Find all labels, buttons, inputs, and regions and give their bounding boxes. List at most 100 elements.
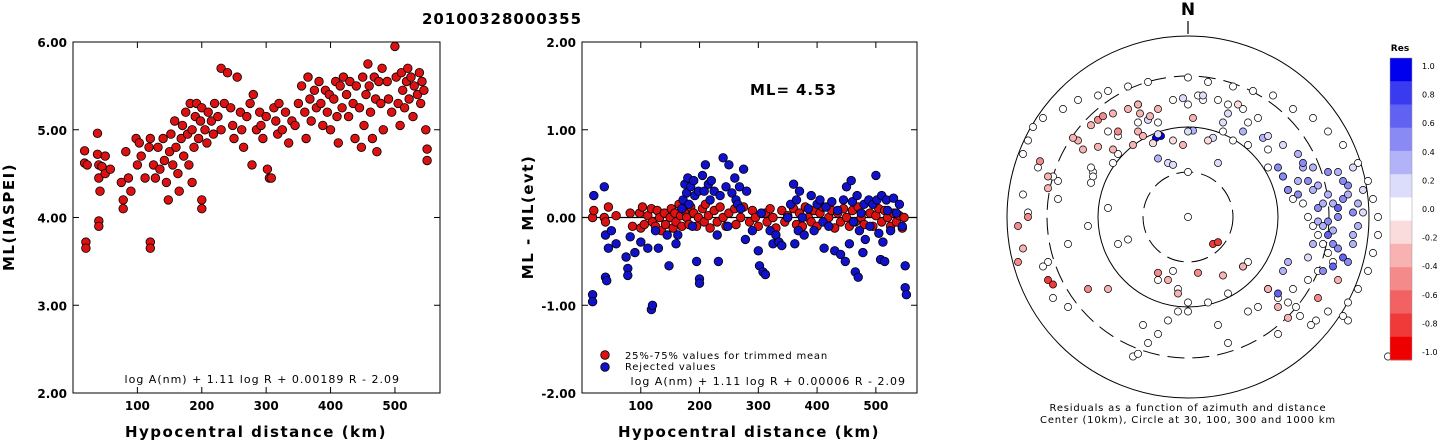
- colorbar-cell: [1390, 58, 1412, 82]
- station-point: [1254, 114, 1262, 122]
- y-tick-label: 3.00: [37, 299, 67, 313]
- data-point: [900, 261, 910, 271]
- data-point: [364, 81, 374, 91]
- station-point: [1279, 141, 1287, 149]
- x-tick-label: 100: [125, 399, 150, 413]
- station-point: [1329, 199, 1337, 208]
- x-axis-label: Hypocentral distance (km): [125, 423, 387, 441]
- y-axis-label: ML(IASPEI): [0, 163, 18, 271]
- data-point: [395, 120, 405, 131]
- data-point: [95, 186, 105, 196]
- x-tick-label: 500: [382, 399, 407, 413]
- station-point: [1344, 181, 1352, 190]
- data-point: [121, 146, 131, 157]
- data-point: [741, 186, 752, 196]
- station-point: [1024, 213, 1032, 221]
- colorbar-tick-label: -0.2: [1422, 234, 1437, 243]
- data-point: [689, 175, 699, 186]
- data-point: [700, 160, 711, 170]
- station-point: [1324, 307, 1332, 316]
- data-point: [322, 107, 333, 117]
- data-point: [105, 164, 116, 174]
- data-point: [747, 225, 758, 236]
- legend-label-trimmed: 25%-75% values for trimmed mean: [625, 351, 828, 362]
- data-point: [852, 190, 862, 201]
- station-point: [1169, 160, 1177, 169]
- station-point: [1224, 109, 1232, 118]
- station-point: [1224, 100, 1232, 109]
- colorbar-frame: [1389, 57, 1413, 361]
- data-point: [262, 164, 273, 174]
- data-point: [660, 219, 671, 230]
- data-point: [809, 225, 819, 236]
- colorbar-tick-label: 0.6: [1422, 119, 1435, 128]
- scatter-points: [587, 153, 912, 315]
- colorbar-tick-label: -1.0: [1422, 348, 1437, 357]
- colorbar-cell: [1390, 104, 1412, 129]
- station-point: [1264, 132, 1272, 140]
- data-point: [806, 190, 816, 201]
- data-point: [419, 85, 429, 96]
- station-point: [1214, 321, 1222, 329]
- station-point: [1344, 298, 1352, 307]
- data-point: [611, 239, 621, 249]
- data-point: [403, 63, 413, 74]
- data-point: [399, 103, 410, 113]
- station-point: [1146, 112, 1154, 121]
- station-point: [1064, 303, 1072, 311]
- data-point: [92, 149, 103, 160]
- data-point: [398, 85, 408, 96]
- data-point: [835, 249, 846, 260]
- data-point: [599, 182, 610, 192]
- data-point: [803, 203, 814, 214]
- station-point: [1154, 105, 1162, 113]
- station-point: [1044, 258, 1052, 266]
- station-point: [1314, 181, 1322, 190]
- station-point: [1354, 222, 1362, 230]
- station-point: [1309, 114, 1317, 122]
- data-point: [768, 212, 778, 223]
- data-point: [123, 173, 134, 183]
- data-point: [627, 221, 638, 232]
- event-id-title: 20100328000355: [422, 10, 582, 28]
- station-point: [1204, 136, 1212, 145]
- data-point: [348, 98, 358, 109]
- y-tick-label: 0.00: [546, 212, 576, 226]
- station-point: [1314, 231, 1322, 239]
- station-point: [1329, 240, 1337, 248]
- data-point: [662, 230, 672, 240]
- station-point: [1136, 109, 1144, 118]
- data-point: [266, 173, 277, 183]
- data-point: [734, 182, 745, 192]
- data-point: [844, 239, 855, 249]
- data-point: [197, 195, 207, 205]
- station-point: [1314, 294, 1322, 302]
- station-point: [1324, 190, 1332, 199]
- data-point: [174, 186, 184, 196]
- data-point: [422, 155, 432, 166]
- station-point: [1289, 195, 1297, 203]
- station-point: [1094, 91, 1102, 100]
- data-point: [178, 151, 189, 161]
- data-point: [256, 120, 266, 131]
- station-point: [1349, 163, 1357, 172]
- station-point: [1334, 276, 1342, 284]
- ml-annotation-label: ML=: [750, 81, 790, 99]
- data-point: [891, 208, 902, 218]
- data-point: [203, 107, 213, 117]
- station-point: [1179, 94, 1187, 103]
- station-point: [1224, 289, 1232, 298]
- data-point: [715, 190, 725, 201]
- data-point: [161, 177, 172, 188]
- station-point: [1054, 195, 1062, 203]
- data-point: [126, 186, 136, 196]
- data-point: [589, 205, 599, 216]
- station-point: [1084, 285, 1092, 293]
- data-point: [150, 173, 161, 183]
- data-point: [372, 146, 382, 157]
- north-label: N: [1181, 0, 1195, 20]
- x-axis-label: Hypocentral distance (km): [618, 423, 880, 441]
- data-point: [765, 203, 775, 214]
- scatter-points: [79, 41, 432, 253]
